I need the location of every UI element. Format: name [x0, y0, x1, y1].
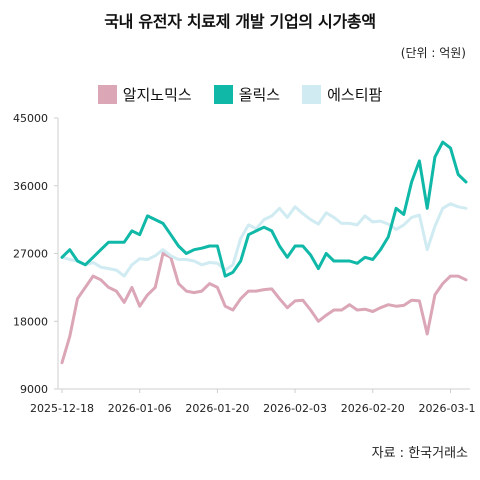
y-tick-label-0: 9000	[20, 383, 48, 396]
legend-item-1: 올릭스	[213, 84, 281, 105]
y-tick-label-3: 36000	[13, 180, 48, 193]
legend-label-0: 알지노믹스	[122, 86, 192, 104]
unit-note: (단위 : 억원)	[400, 46, 466, 60]
y-tick-label-1: 18000	[13, 315, 48, 328]
chart-title: 국내 유전자 치료제 개발 기업의 시가총액	[104, 12, 376, 31]
series-line-1	[60, 140, 468, 278]
legend-swatch-2	[302, 85, 322, 104]
chart-legend: 알지노믹스 올릭스 에스티팜	[0, 84, 480, 105]
x-tick-label-0: 2025-12-18	[30, 402, 94, 415]
legend-swatch-1	[213, 85, 233, 104]
chart-axes	[54, 117, 470, 393]
x-tick-label-4: 2026-02-20	[341, 402, 405, 415]
y-tick-label-4: 45000	[13, 112, 48, 125]
series-layer	[60, 140, 468, 365]
legend-item-0: 알지노믹스	[97, 84, 192, 105]
legend-item-2: 에스티팜	[302, 84, 382, 105]
legend-label-2: 에스티팜	[327, 86, 383, 104]
series-line-0	[60, 252, 468, 365]
x-tick-label-5: 2026-03-1	[419, 402, 476, 415]
x-tick-label-2: 2026-01-20	[185, 402, 249, 415]
tick-labels: 9000 18000 27000 36000 45000 2025-12-18 2026-0…	[13, 112, 475, 415]
x-tick-label-3: 2026-02-03	[263, 402, 327, 415]
series-line-2	[60, 202, 468, 278]
legend-label-1: 올릭스	[238, 86, 281, 104]
source-note: 자료 : 한국거래소	[371, 446, 468, 461]
x-tick-label-1: 2026-01-06	[108, 402, 172, 415]
legend-swatch-0	[97, 85, 117, 104]
y-tick-label-2: 27000	[13, 248, 48, 261]
